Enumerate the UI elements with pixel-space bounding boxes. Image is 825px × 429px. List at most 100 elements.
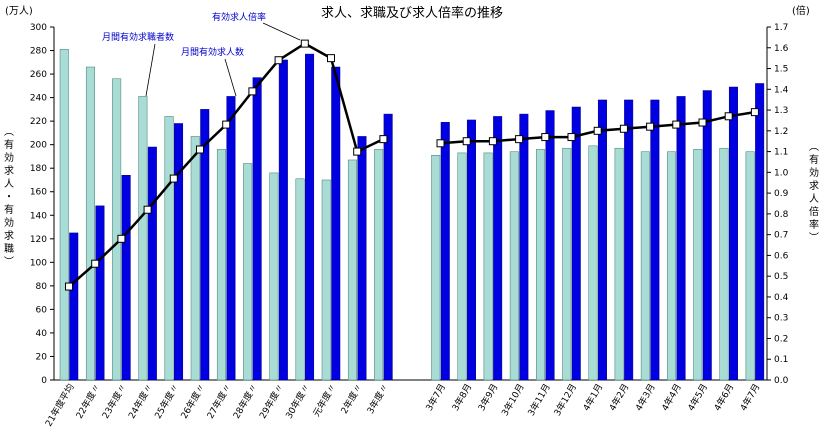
category-label: 3年9月	[475, 382, 500, 414]
bar-openings	[278, 59, 288, 381]
right-tick-label: 0.5	[774, 272, 788, 282]
line-point	[619, 124, 628, 133]
category-label: 3年12月	[551, 382, 579, 418]
bar-seekers	[536, 149, 546, 381]
category-label: 3年11月	[525, 382, 553, 418]
line-point	[646, 122, 655, 131]
line-point	[65, 282, 73, 291]
category-label: 元年度〃	[310, 382, 338, 419]
left-tick-label: 20	[36, 352, 48, 362]
category-label: 4年4月	[659, 382, 684, 414]
bar-seekers	[640, 151, 650, 381]
bar-seekers	[483, 152, 493, 381]
bar-openings	[95, 205, 105, 381]
bar-seekers	[667, 151, 677, 381]
category-label: 25年度〃	[152, 382, 182, 421]
right-tick-label: 0.3	[774, 314, 788, 324]
line-point	[248, 87, 257, 96]
bar-seekers	[85, 66, 95, 381]
annotation-openings-leader	[224, 58, 237, 97]
bar-openings	[728, 86, 738, 381]
right-axis-unit: (倍)	[792, 4, 810, 17]
category-label: 4年7月	[737, 382, 762, 414]
right-tick-label: 1.1	[774, 148, 788, 158]
bar-openings	[305, 53, 315, 381]
bar-openings	[383, 113, 393, 381]
bar-openings	[252, 77, 262, 381]
bar-seekers	[693, 149, 703, 381]
line-point	[353, 147, 362, 156]
left-tick-label: 280	[30, 47, 47, 57]
right-tick-label: 0.0	[774, 376, 789, 386]
left-tick-label: 160	[30, 188, 47, 198]
bar-openings	[545, 110, 555, 381]
plot-area: 0 20 40 60 80 100 120 140 160 180 200 220 240 260 280 3…	[4, 22, 819, 429]
bar-seekers	[190, 136, 200, 381]
right-tick-label: 0.2	[774, 334, 788, 344]
left-tick-label: 180	[30, 164, 47, 174]
right-tick-label: 1.7	[774, 23, 788, 33]
left-tick-label: 120	[30, 235, 47, 245]
line-point	[379, 135, 388, 144]
category-label: 4年5月	[685, 382, 710, 414]
bar-openings	[466, 119, 476, 381]
right-tick-label: 1.5	[774, 65, 788, 75]
category-label: 3年10月	[499, 382, 527, 418]
bar-seekers	[588, 145, 598, 381]
bar-seekers	[216, 149, 226, 381]
left-tick-label: 80	[36, 282, 48, 292]
bar-openings	[702, 90, 712, 381]
line-point	[274, 56, 283, 65]
left-tick-label: 220	[30, 117, 47, 127]
bar-openings	[147, 146, 157, 381]
left-tick-label: 100	[30, 258, 47, 268]
right-tick-label: 0.4	[774, 293, 789, 303]
bar-seekers	[374, 149, 384, 381]
category-label: 21年度平均	[42, 382, 76, 429]
left-tick-label: 60	[36, 305, 48, 315]
right-tick-label: 1.4	[774, 85, 789, 95]
line-point	[488, 137, 497, 146]
bar-seekers	[347, 159, 357, 381]
left-tick-label: 200	[30, 141, 47, 151]
right-tick-label: 1.3	[774, 106, 788, 116]
category-label: 28年度〃	[230, 382, 260, 421]
bar-seekers	[719, 147, 729, 381]
line-point	[143, 205, 152, 214]
category-label: 29年度〃	[257, 382, 287, 421]
left-tick-label: 40	[36, 329, 48, 339]
bar-seekers	[457, 152, 467, 381]
bar-seekers	[243, 163, 253, 381]
line-point	[724, 112, 733, 121]
category-label: 24年度〃	[126, 382, 156, 421]
bar-seekers	[321, 179, 331, 381]
bar-openings	[624, 99, 634, 381]
bar-openings	[493, 116, 503, 381]
line-point	[196, 145, 204, 154]
bar-seekers	[509, 151, 519, 381]
line-point	[593, 126, 602, 135]
right-tick-label: 0.8	[774, 210, 789, 220]
bar-openings	[200, 109, 210, 381]
category-label: 3年7月	[423, 382, 448, 414]
category-label: 27年度〃	[204, 382, 234, 421]
left-tick-label: 300	[30, 23, 47, 33]
line-point	[672, 120, 681, 129]
category-label: 2年度〃	[338, 382, 365, 416]
left-axis-unit: (万人)	[5, 5, 33, 17]
bar-openings	[174, 123, 184, 381]
line-point	[300, 39, 309, 48]
category-label: 4年3月	[633, 382, 658, 414]
bar-openings	[121, 175, 131, 381]
bar-openings	[69, 232, 79, 381]
category-label: 22年度〃	[73, 382, 103, 421]
line-point	[436, 139, 445, 148]
line-point	[750, 108, 759, 117]
right-tick-label: 1.0	[774, 168, 789, 178]
bar-openings	[571, 106, 581, 381]
line-point	[541, 133, 550, 142]
category-label: 23年度〃	[99, 382, 129, 421]
right-tick-label: 0.6	[774, 251, 789, 261]
right-tick-label: 0.1	[774, 355, 788, 365]
